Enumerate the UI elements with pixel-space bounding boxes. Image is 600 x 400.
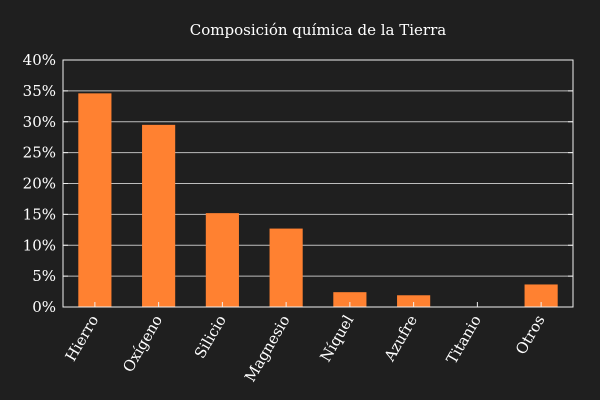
y-tick-label: 0% (32, 298, 56, 316)
y-tick-label: 25% (23, 144, 56, 162)
y-tick-label: 40% (23, 51, 56, 69)
bar (397, 295, 431, 307)
x-axis: Hierro Oxígeno Silicio Magnesio Níquel Azufre… (62, 302, 549, 385)
bar (333, 292, 367, 307)
bar (269, 228, 303, 307)
x-tick-label: Otros (512, 312, 549, 358)
x-tick-label: Oxígeno (119, 312, 166, 375)
y-axis: 0% 5% 10% 15% 20% 25% 30% 35% 40% (23, 51, 573, 316)
y-tick-label: 5% (32, 267, 56, 285)
bar (524, 284, 558, 307)
plot-frame (62, 59, 574, 308)
bars (78, 93, 558, 308)
y-tick-label: 35% (23, 82, 56, 100)
x-tick-label: Níquel (316, 312, 357, 365)
chart-title: Composición química de la Tierra (190, 21, 446, 39)
grid-lines (63, 90, 573, 277)
x-tick-label: Hierro (62, 312, 103, 364)
bar (142, 124, 176, 308)
bar (78, 93, 112, 307)
x-tick-label: Magnesio (241, 312, 294, 385)
bar (205, 213, 239, 307)
y-tick-label: 20% (23, 175, 56, 193)
x-tick-label: Titanio (443, 312, 485, 367)
x-tick-label: Silicio (191, 312, 230, 362)
y-tick-label: 10% (23, 236, 56, 254)
x-tick-label: Azufre (380, 312, 421, 365)
y-tick-label: 30% (23, 113, 56, 131)
y-tick-label: 15% (23, 205, 56, 223)
